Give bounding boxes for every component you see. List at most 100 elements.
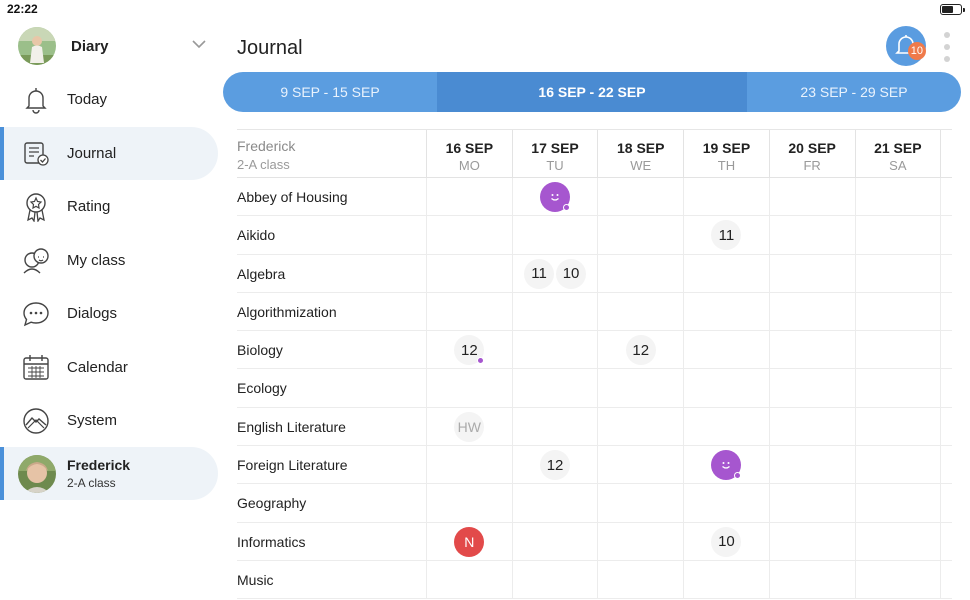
journal-cell[interactable] [597,522,683,561]
journal-cell[interactable] [768,331,855,370]
journal-cell[interactable] [768,369,855,408]
subject-name[interactable]: English Literature [237,418,346,435]
journal-cell[interactable] [426,369,512,408]
journal-cell[interactable] [854,292,941,331]
week-tab-current[interactable]: 16 SEP - 22 SEP [437,72,747,112]
journal-cell[interactable] [854,254,941,293]
journal-cell[interactable] [768,216,855,255]
subject-name[interactable]: Ecology [237,380,287,397]
journal-cell[interactable]: 12 [426,331,512,370]
journal-cell[interactable] [768,560,855,599]
journal-cell[interactable]: HW [426,407,512,446]
journal-cell[interactable] [511,484,598,523]
journal-cell[interactable] [683,407,769,446]
sidebar-item-user-profile[interactable]: Frederick 2-A class [0,447,218,500]
journal-cell[interactable] [854,484,941,523]
week-tab-previous[interactable]: 9 SEP - 15 SEP [280,84,380,100]
journal-cell[interactable] [854,331,941,370]
journal-cell[interactable] [768,484,855,523]
subject-name[interactable]: Biology [237,342,283,359]
week-tab-next[interactable]: 23 SEP - 29 SEP [800,84,908,100]
journal-cell[interactable] [511,407,598,446]
journal-cell[interactable] [854,446,941,485]
journal-cell[interactable]: 11 [683,216,769,255]
journal-cell[interactable] [683,292,769,331]
journal-cell[interactable]: 12 [511,446,598,485]
journal-cell[interactable] [426,178,512,216]
more-options-button[interactable] [940,32,954,62]
journal-cell[interactable] [854,522,941,561]
journal-cell[interactable]: 11 10 [511,254,598,293]
sidebar-item-dialogs[interactable]: Dialogs [0,287,218,341]
journal-cell[interactable] [683,254,769,293]
journal-cell[interactable] [597,254,683,293]
subject-name[interactable]: Informatics [237,533,306,550]
journal-cell[interactable] [768,292,855,331]
journal-cell[interactable] [597,292,683,331]
journal-cell[interactable] [511,522,598,561]
journal-cell[interactable] [426,560,512,599]
subject-name[interactable]: Aikido [237,227,276,244]
journal-cell[interactable] [854,369,941,408]
subject-name[interactable]: Algorithmization [237,303,337,320]
journal-cell[interactable] [854,178,941,216]
journal-cell[interactable] [768,522,855,561]
journal-cell[interactable] [768,407,855,446]
journal-cell[interactable] [511,331,598,370]
journal-cell[interactable] [511,369,598,408]
journal-cell[interactable] [426,292,512,331]
journal-cell[interactable] [683,369,769,408]
homework-mark[interactable]: HW [454,411,485,442]
sidebar-item-today[interactable]: Today [0,73,218,127]
journal-cell[interactable] [768,178,855,216]
journal-cell[interactable] [854,560,941,599]
journal-cell[interactable] [426,446,512,485]
journal-cell[interactable] [683,446,769,485]
grade-mark[interactable]: 12 [540,450,571,481]
sidebar-item-calendar[interactable]: Calendar [0,341,218,395]
journal-cell[interactable] [511,178,598,216]
journal-cell[interactable] [597,216,683,255]
grade-mark[interactable]: 11 [524,258,555,289]
smiley-mark[interactable] [540,182,571,212]
journal-cell[interactable] [511,292,598,331]
subject-name[interactable]: Algebra [237,265,286,282]
journal-cell[interactable] [426,484,512,523]
journal-cell[interactable] [683,484,769,523]
grade-mark[interactable]: 12 [454,335,485,366]
grade-mark[interactable]: 12 [625,335,656,366]
journal-cell[interactable] [854,407,941,446]
journal-cell[interactable]: 10 [683,522,769,561]
sidebar-item-system[interactable]: System [0,394,218,448]
sidebar-item-rating[interactable]: Rating [0,180,218,234]
absence-mark[interactable]: N [454,526,485,557]
chevron-down-icon[interactable] [192,40,206,49]
journal-cell[interactable]: 12 [597,331,683,370]
subject-name[interactable]: Music [237,571,274,588]
journal-cell[interactable] [683,560,769,599]
journal-cell[interactable] [511,560,598,599]
grade-mark[interactable]: 10 [556,258,587,289]
journal-cell[interactable] [426,254,512,293]
notifications-button[interactable]: 10 [886,26,926,66]
sidebar-item-my-class[interactable]: My class [0,234,218,288]
journal-cell[interactable] [768,254,855,293]
journal-cell[interactable] [597,446,683,485]
journal-cell[interactable] [511,216,598,255]
journal-cell[interactable] [597,560,683,599]
journal-cell[interactable] [854,216,941,255]
subject-name[interactable]: Geography [237,495,307,512]
grade-mark[interactable]: 11 [711,220,742,251]
grade-mark[interactable]: 10 [711,526,742,557]
journal-cell[interactable] [683,331,769,370]
journal-cell[interactable] [683,178,769,216]
journal-cell[interactable]: N [426,522,512,561]
journal-cell[interactable] [597,178,683,216]
subject-name[interactable]: Foreign Literature [237,457,348,474]
journal-cell[interactable] [768,446,855,485]
journal-cell[interactable] [597,407,683,446]
journal-cell[interactable] [597,484,683,523]
sidebar-item-journal[interactable]: Journal [0,126,218,180]
journal-cell[interactable] [426,216,512,255]
diary-selector[interactable]: Diary [18,26,214,66]
